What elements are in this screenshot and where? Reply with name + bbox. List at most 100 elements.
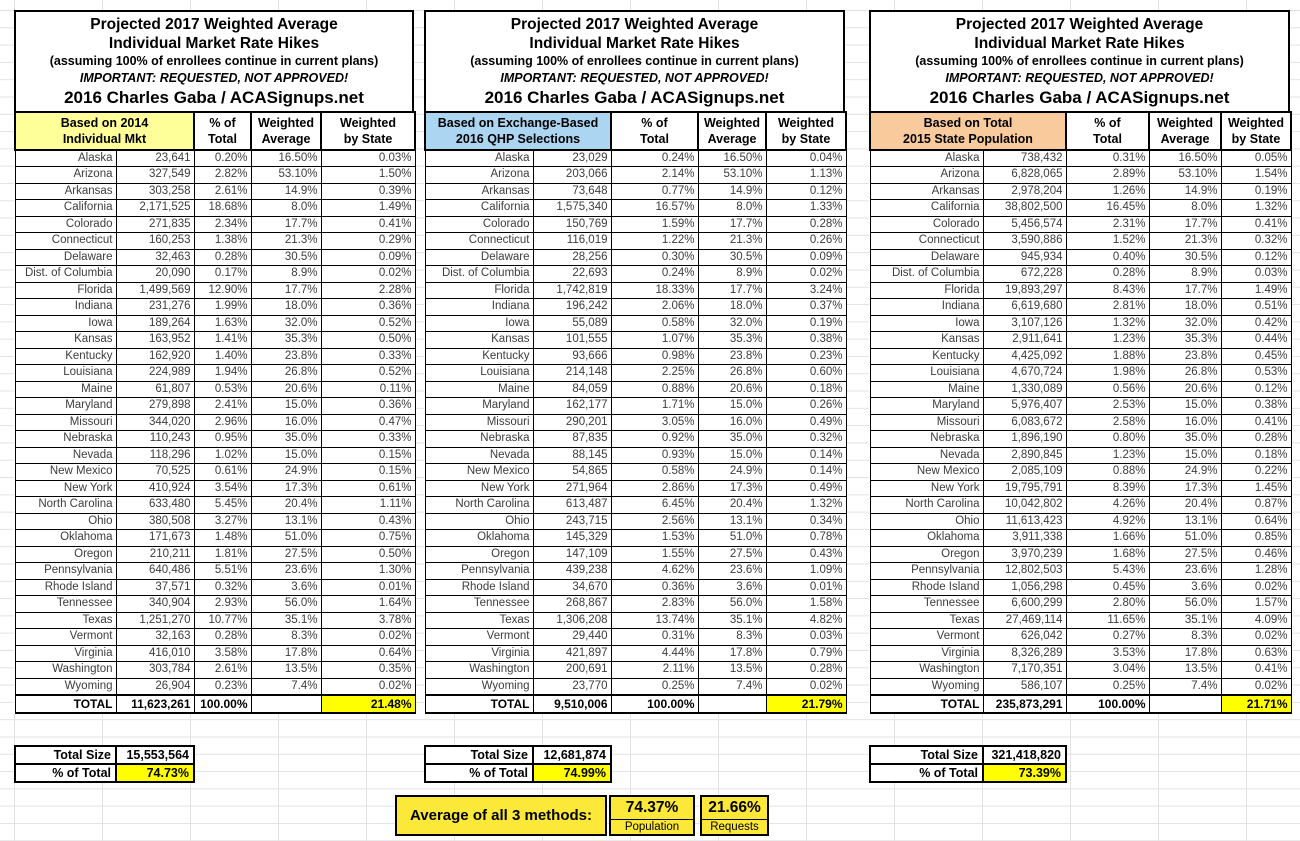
market-size-cell[interactable]: 410,924 bbox=[115, 479, 195, 497]
state-name-cell[interactable]: Maryland bbox=[14, 397, 117, 415]
market-size-cell[interactable]: 55,089 bbox=[532, 314, 612, 332]
weighted-by-state-cell[interactable]: 1.50% bbox=[320, 166, 416, 184]
market-size-cell[interactable]: 303,784 bbox=[115, 661, 195, 679]
weighted-by-state-cell[interactable]: 0.33% bbox=[320, 430, 416, 448]
state-name-cell[interactable]: California bbox=[424, 199, 534, 217]
pct-of-total-cell[interactable]: 1.68% bbox=[1065, 545, 1150, 563]
state-name-cell[interactable]: Wyoming bbox=[424, 677, 534, 695]
pct-of-total-cell[interactable]: 2.93% bbox=[193, 595, 252, 613]
weighted-average-cell[interactable]: 17.7% bbox=[697, 281, 767, 299]
state-name-cell[interactable]: Washington bbox=[424, 661, 534, 679]
pct-of-total-cell[interactable]: 1.41% bbox=[193, 331, 252, 349]
pct-of-total-cell[interactable]: 2.34% bbox=[193, 215, 252, 233]
weighted-average-cell[interactable]: 30.5% bbox=[250, 248, 322, 266]
weighted-average-cell[interactable]: 8.3% bbox=[697, 628, 767, 646]
state-name-cell[interactable]: Dist. of Columbia bbox=[869, 265, 984, 283]
state-name-cell[interactable]: Indiana bbox=[424, 298, 534, 316]
market-size-cell[interactable]: 145,329 bbox=[532, 529, 612, 547]
weighted-average-cell[interactable]: 20.6% bbox=[697, 380, 767, 398]
state-name-cell[interactable]: Tennessee bbox=[424, 595, 534, 613]
weighted-average-cell[interactable]: 17.3% bbox=[697, 479, 767, 497]
weighted-by-state-cell[interactable]: 1.32% bbox=[765, 496, 847, 514]
weighted-average-cell[interactable]: 23.8% bbox=[697, 347, 767, 365]
pct-of-total-cell[interactable]: 0.28% bbox=[193, 628, 252, 646]
total-size-value-cell[interactable]: 321,418,820 bbox=[982, 745, 1067, 765]
pct-of-total-cell[interactable]: 1.98% bbox=[1065, 364, 1150, 382]
state-name-cell[interactable]: Texas bbox=[14, 611, 117, 629]
state-name-cell[interactable]: Dist. of Columbia bbox=[14, 265, 117, 283]
pct-of-total-cell[interactable]: 1.32% bbox=[1065, 314, 1150, 332]
pct-of-total-cell[interactable]: 2.31% bbox=[1065, 215, 1150, 233]
weighted-by-state-cell[interactable]: 0.63% bbox=[1220, 644, 1292, 662]
market-size-cell[interactable]: 118,296 bbox=[115, 446, 195, 464]
weighted-average-cell[interactable]: 20.6% bbox=[1148, 380, 1222, 398]
weighted-average-cell[interactable]: 16.0% bbox=[250, 413, 322, 431]
weighted-by-state-cell[interactable]: 0.28% bbox=[765, 215, 847, 233]
pct-of-total-cell[interactable]: 1.23% bbox=[1065, 331, 1150, 349]
state-name-cell[interactable]: Louisiana bbox=[14, 364, 117, 382]
weighted-average-cell[interactable]: 17.7% bbox=[250, 215, 322, 233]
state-name-cell[interactable]: Colorado bbox=[869, 215, 984, 233]
basis-header-cell[interactable]: Based on 2014 Individual Mkt bbox=[13, 111, 196, 151]
weighted-by-state-cell[interactable]: 0.22% bbox=[1220, 463, 1292, 481]
market-size-cell[interactable]: 116,019 bbox=[532, 232, 612, 250]
weighted-avg-header[interactable]: Weighted Average bbox=[697, 111, 767, 151]
weighted-by-state-cell[interactable]: 0.49% bbox=[765, 413, 847, 431]
state-name-cell[interactable]: Iowa bbox=[14, 314, 117, 332]
market-size-cell[interactable]: 2,978,204 bbox=[982, 182, 1067, 200]
market-size-cell[interactable]: 344,020 bbox=[115, 413, 195, 431]
state-name-cell[interactable]: Maine bbox=[424, 380, 534, 398]
pct-of-total-cell[interactable]: 2.83% bbox=[610, 595, 699, 613]
weighted-by-state-cell[interactable]: 0.11% bbox=[320, 380, 416, 398]
state-name-cell[interactable]: Oregon bbox=[424, 545, 534, 563]
weighted-average-cell[interactable]: 17.7% bbox=[250, 281, 322, 299]
weighted-by-state-cell[interactable]: 0.79% bbox=[765, 644, 847, 662]
market-size-cell[interactable]: 93,666 bbox=[532, 347, 612, 365]
pct-of-total-cell[interactable]: 0.25% bbox=[610, 677, 699, 695]
state-name-cell[interactable]: Oklahoma bbox=[424, 529, 534, 547]
pct-of-total-cell[interactable]: 4.26% bbox=[1065, 496, 1150, 514]
weighted-average-cell[interactable]: 18.0% bbox=[697, 298, 767, 316]
weighted-by-state-cell[interactable]: 1.49% bbox=[320, 199, 416, 217]
weighted-average-cell[interactable]: 21.3% bbox=[1148, 232, 1222, 250]
total-label-cell[interactable]: TOTAL bbox=[14, 693, 117, 714]
pct-of-total-cell[interactable]: 1.40% bbox=[193, 347, 252, 365]
market-size-cell[interactable]: 73,648 bbox=[532, 182, 612, 200]
pct-of-total-label-cell[interactable]: % of Total bbox=[869, 763, 984, 783]
weighted-average-cell[interactable]: 8.9% bbox=[250, 265, 322, 283]
pct-of-total-value-cell[interactable]: 74.73% bbox=[115, 763, 195, 783]
weighted-average-cell[interactable]: 23.6% bbox=[250, 562, 322, 580]
state-name-cell[interactable]: Arizona bbox=[14, 166, 117, 184]
market-size-cell[interactable]: 279,898 bbox=[115, 397, 195, 415]
state-name-cell[interactable]: Indiana bbox=[14, 298, 117, 316]
state-name-cell[interactable]: Florida bbox=[14, 281, 117, 299]
pct-of-total-cell[interactable]: 4.62% bbox=[610, 562, 699, 580]
weighted-average-cell[interactable]: 8.0% bbox=[1148, 199, 1222, 217]
weighted-average-cell[interactable]: 15.0% bbox=[1148, 446, 1222, 464]
state-name-cell[interactable]: Nebraska bbox=[14, 430, 117, 448]
weighted-average-cell[interactable]: 16.50% bbox=[697, 149, 767, 167]
state-name-cell[interactable]: Delaware bbox=[424, 248, 534, 266]
weighted-by-state-cell[interactable]: 1.64% bbox=[320, 595, 416, 613]
weighted-by-state-cell[interactable]: 0.32% bbox=[765, 430, 847, 448]
weighted-average-cell[interactable]: 23.8% bbox=[250, 347, 322, 365]
weighted-by-state-cell[interactable]: 0.46% bbox=[1220, 545, 1292, 563]
market-size-cell[interactable]: 271,835 bbox=[115, 215, 195, 233]
weighted-by-state-cell[interactable]: 0.14% bbox=[765, 446, 847, 464]
state-name-cell[interactable]: Vermont bbox=[869, 628, 984, 646]
market-size-cell[interactable]: 268,867 bbox=[532, 595, 612, 613]
market-size-cell[interactable]: 4,425,092 bbox=[982, 347, 1067, 365]
pct-of-total-cell[interactable]: 0.45% bbox=[1065, 578, 1150, 596]
weighted-average-cell[interactable]: 27.5% bbox=[697, 545, 767, 563]
weighted-by-state-cell[interactable]: 0.29% bbox=[320, 232, 416, 250]
market-size-cell[interactable]: 22,693 bbox=[532, 265, 612, 283]
state-name-cell[interactable]: Florida bbox=[869, 281, 984, 299]
weighted-average-cell[interactable]: 20.4% bbox=[697, 496, 767, 514]
weighted-by-state-cell[interactable]: 0.45% bbox=[1220, 347, 1292, 365]
state-name-cell[interactable]: Florida bbox=[424, 281, 534, 299]
pct-of-total-cell[interactable]: 0.88% bbox=[610, 380, 699, 398]
state-name-cell[interactable]: Pennsylvania bbox=[869, 562, 984, 580]
pct-of-total-cell[interactable]: 1.88% bbox=[1065, 347, 1150, 365]
state-name-cell[interactable]: Louisiana bbox=[869, 364, 984, 382]
state-name-cell[interactable]: Delaware bbox=[14, 248, 117, 266]
